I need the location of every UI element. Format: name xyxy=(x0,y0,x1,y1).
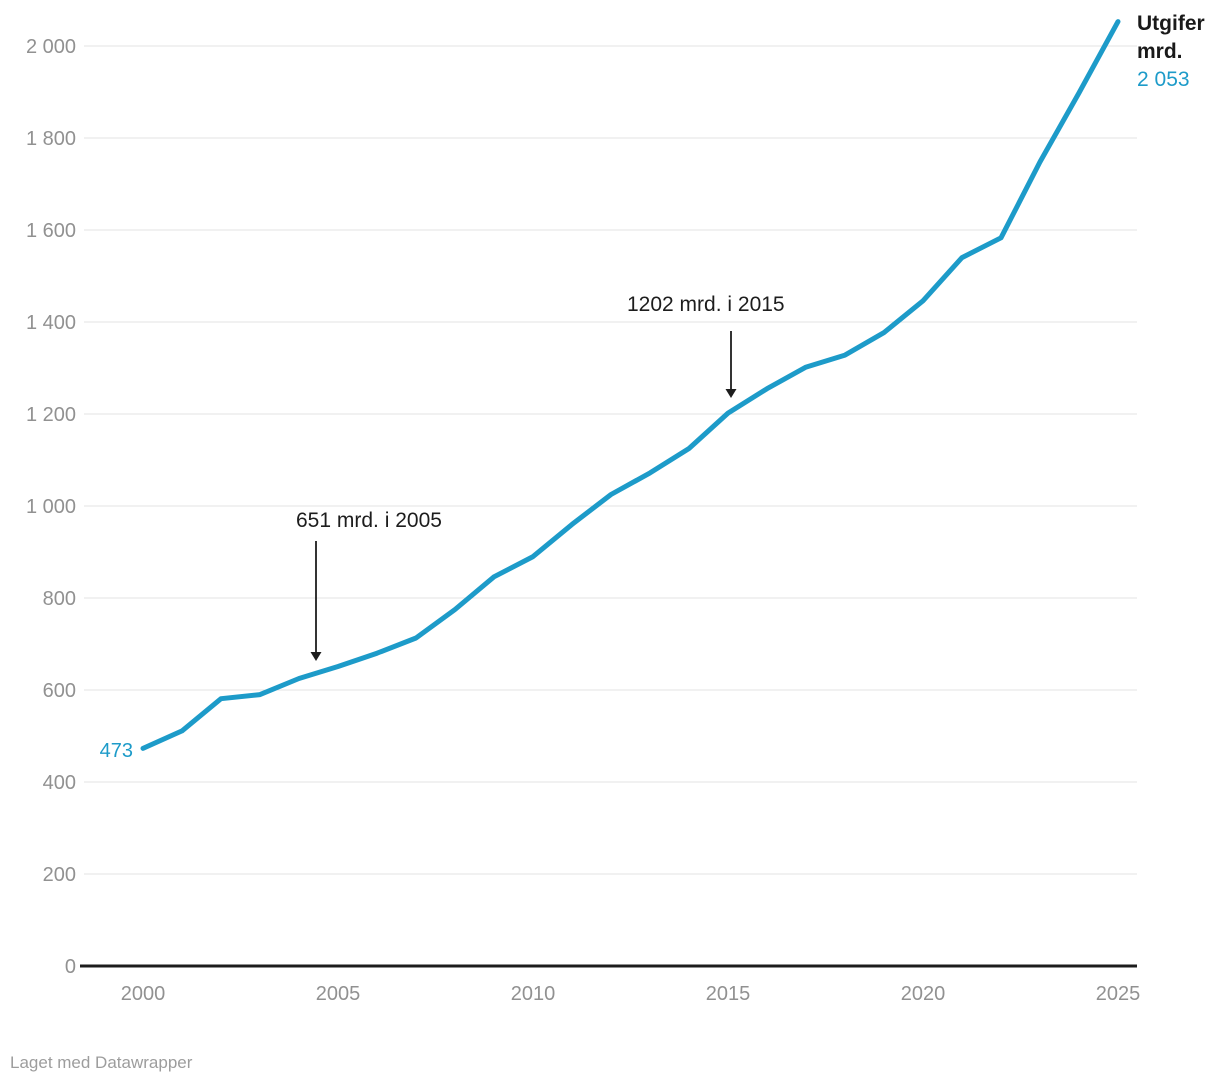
y-tick-label: 600 xyxy=(43,680,76,702)
y-tick-label: 1 400 xyxy=(26,312,76,334)
series-start-value-label: 473 xyxy=(100,740,133,762)
data-series xyxy=(140,19,1121,751)
y-tick-label: 1 000 xyxy=(26,496,76,518)
data-line xyxy=(140,19,1121,751)
y-tick-label: 1 800 xyxy=(26,128,76,150)
x-tick-label: 2005 xyxy=(316,983,361,1005)
x-tick-label: 2015 xyxy=(706,983,751,1005)
gridlines xyxy=(80,45,1137,968)
y-tick-label: 1 600 xyxy=(26,220,76,242)
y-axis-tick-labels: 0 200 400 600 800 1 000 1 200 1 400 1 600 1 800 2 … xyxy=(26,36,76,978)
y-tick-label: 400 xyxy=(43,772,76,794)
series-end-label-title-line1: Utgifer xyxy=(1137,12,1205,35)
x-tick-label: 2025 xyxy=(1096,983,1141,1005)
x-axis-tick-labels: 2000 2005 2010 2015 2020 2025 xyxy=(121,983,1141,1005)
y-tick-label: 1 200 xyxy=(26,404,76,426)
annotation-arrowhead-icon xyxy=(725,389,737,398)
series-end-label: Utgifer mrd. 2 053 xyxy=(1137,12,1205,91)
y-tick-label: 0 xyxy=(65,956,76,978)
series-end-label-title-line2: mrd. xyxy=(1137,40,1183,63)
annotations: 651 mrd. i 2005 1202 mrd. i 2015 xyxy=(296,293,785,661)
x-tick-label: 2020 xyxy=(901,983,946,1005)
series-end-value-label: 2 053 xyxy=(1137,68,1190,91)
annotation-label: 1202 mrd. i 2015 xyxy=(627,293,785,316)
x-tick-label: 2010 xyxy=(511,983,556,1005)
y-tick-label: 200 xyxy=(43,864,76,886)
annotation-label: 651 mrd. i 2005 xyxy=(296,509,442,532)
y-tick-label: 2 000 xyxy=(26,36,76,58)
annotation-arrowhead-icon xyxy=(310,652,322,661)
datawrapper-credit-link[interactable]: Laget med Datawrapper xyxy=(10,1053,193,1072)
y-tick-label: 800 xyxy=(43,588,76,610)
x-tick-label: 2000 xyxy=(121,983,166,1005)
